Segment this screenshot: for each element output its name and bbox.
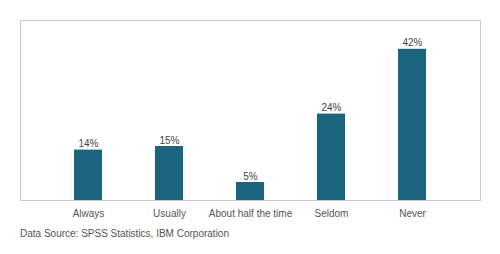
html-text:Data Source: SPSS Statistics,: Data Source: SPSS Statistics, IBM Corpor… [20, 228, 229, 239]
svg-text:About half the time: About half the time [209, 208, 293, 219]
svg-text:42%: 42% [402, 37, 422, 48]
svg-text:Seldom: Seldom [315, 208, 349, 219]
svg-text:24%: 24% [321, 102, 341, 113]
svg-text:15%: 15% [159, 135, 179, 146]
svg-text:Always: Always [73, 208, 105, 219]
svg-text:Usually: Usually [153, 208, 186, 219]
svg-text:Never: Never [399, 208, 426, 219]
svg-text:14%: 14% [78, 138, 98, 149]
svg-text:5%: 5% [243, 171, 258, 182]
